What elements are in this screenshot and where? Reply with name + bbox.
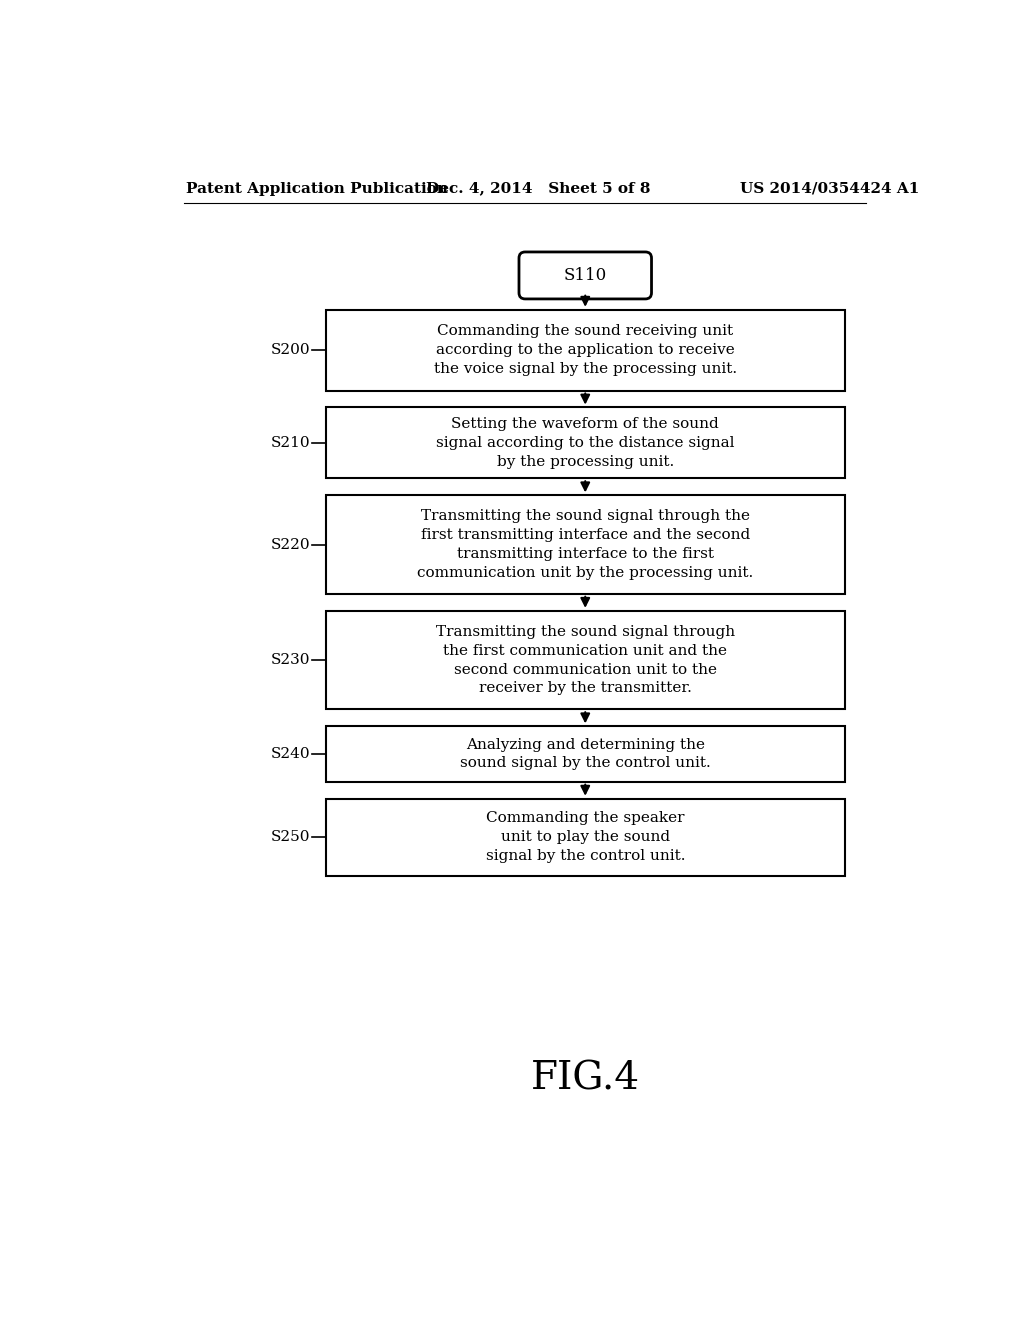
Text: Transmitting the sound signal through the
first transmitting interface and the s: Transmitting the sound signal through th… bbox=[417, 510, 754, 579]
Text: Commanding the speaker
unit to play the sound
signal by the control unit.: Commanding the speaker unit to play the … bbox=[485, 812, 685, 863]
FancyBboxPatch shape bbox=[326, 408, 845, 478]
FancyBboxPatch shape bbox=[519, 252, 651, 298]
Text: FIG.4: FIG.4 bbox=[530, 1060, 640, 1097]
Text: Dec. 4, 2014   Sheet 5 of 8: Dec. 4, 2014 Sheet 5 of 8 bbox=[426, 182, 651, 195]
Text: Patent Application Publication: Patent Application Publication bbox=[186, 182, 449, 195]
Text: S200: S200 bbox=[270, 343, 310, 358]
Text: S110: S110 bbox=[563, 267, 607, 284]
Text: US 2014/0354424 A1: US 2014/0354424 A1 bbox=[740, 182, 920, 195]
Text: Analyzing and determining the
sound signal by the control unit.: Analyzing and determining the sound sign… bbox=[460, 738, 711, 771]
Text: S220: S220 bbox=[270, 537, 310, 552]
FancyBboxPatch shape bbox=[326, 726, 845, 781]
FancyBboxPatch shape bbox=[326, 310, 845, 391]
Text: S240: S240 bbox=[270, 747, 310, 762]
FancyBboxPatch shape bbox=[326, 495, 845, 594]
Text: Commanding the sound receiving unit
according to the application to receive
the : Commanding the sound receiving unit acco… bbox=[434, 325, 737, 376]
Text: S230: S230 bbox=[270, 653, 310, 667]
Text: S250: S250 bbox=[270, 830, 310, 845]
Text: Transmitting the sound signal through
the first communication unit and the
secon: Transmitting the sound signal through th… bbox=[435, 624, 735, 696]
FancyBboxPatch shape bbox=[326, 611, 845, 709]
FancyBboxPatch shape bbox=[326, 799, 845, 875]
Text: S210: S210 bbox=[270, 436, 310, 450]
Text: Setting the waveform of the sound
signal according to the distance signal
by the: Setting the waveform of the sound signal… bbox=[436, 417, 734, 469]
